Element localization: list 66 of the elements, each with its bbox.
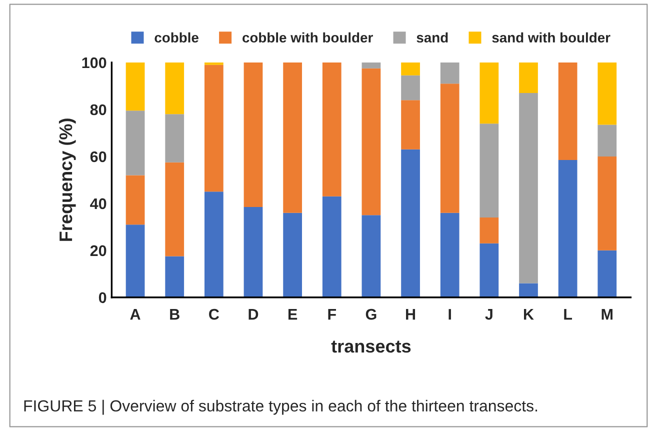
bar (598, 124, 617, 156)
bar (126, 62, 145, 111)
bar (480, 62, 499, 124)
bar (519, 62, 538, 94)
bar (440, 62, 460, 84)
x-tick-label: C (209, 308, 220, 320)
bar (244, 206, 263, 298)
caption: FIGURE 5 | Overview of substrate types in each of the thirteen transects. (24, 400, 538, 415)
x-tick-label: I (448, 309, 451, 320)
bar (598, 250, 617, 298)
bar (519, 283, 538, 298)
y-tick-label: 80 (90, 104, 106, 116)
bar (322, 196, 342, 298)
x-tick-label: E (288, 309, 298, 320)
x-tick-label: H (406, 309, 416, 320)
x-tick-label: D (248, 309, 258, 320)
x-tick-label: B (170, 309, 180, 320)
bar (480, 218, 499, 244)
x-tick-label: G (366, 308, 376, 320)
bar (558, 160, 578, 298)
y-tick-label: 40 (90, 198, 106, 210)
bar (598, 156, 617, 250)
bar (283, 62, 302, 213)
bar (519, 93, 538, 284)
bar (440, 84, 460, 213)
y-tick-label: 0 (98, 292, 106, 304)
bar (165, 256, 184, 298)
bar (322, 62, 342, 196)
bar (401, 100, 420, 150)
bar (126, 224, 145, 298)
bar (558, 62, 578, 160)
x-tick-label: L (564, 309, 572, 320)
y-tick-label: 60 (90, 151, 106, 162)
x-tick-label: A (130, 309, 140, 320)
y-tick-label: 100 (82, 57, 106, 68)
bar (165, 162, 184, 256)
legend-label: cobble (154, 32, 198, 43)
x-tick-label: J (485, 309, 492, 320)
y-tick-label: 20 (90, 245, 106, 256)
bar (362, 215, 381, 298)
bar (362, 62, 381, 68)
bar (283, 212, 302, 298)
bar (165, 62, 184, 114)
bar (126, 175, 145, 225)
legend-label: sand (416, 32, 448, 43)
bar (362, 68, 381, 216)
bar (244, 62, 263, 207)
x-tick-label: F (328, 309, 336, 320)
x-axis-title: transects (331, 340, 411, 353)
x-tick-label: K (524, 309, 534, 320)
bar (480, 124, 499, 218)
bar (204, 64, 224, 192)
bar (401, 149, 420, 298)
legend-label: sand with boulder (492, 32, 610, 43)
bar (165, 114, 184, 162)
bar (204, 62, 224, 65)
bar (598, 62, 617, 125)
bar (126, 110, 145, 176)
legend-label: cobble with boulder (242, 32, 373, 43)
bar (440, 212, 460, 298)
bar (480, 243, 499, 298)
y-axis-title: Frequency (%) (58, 118, 76, 241)
bar (401, 75, 420, 100)
x-tick-label: M (602, 309, 612, 320)
bar (401, 62, 420, 76)
bar (204, 192, 224, 298)
